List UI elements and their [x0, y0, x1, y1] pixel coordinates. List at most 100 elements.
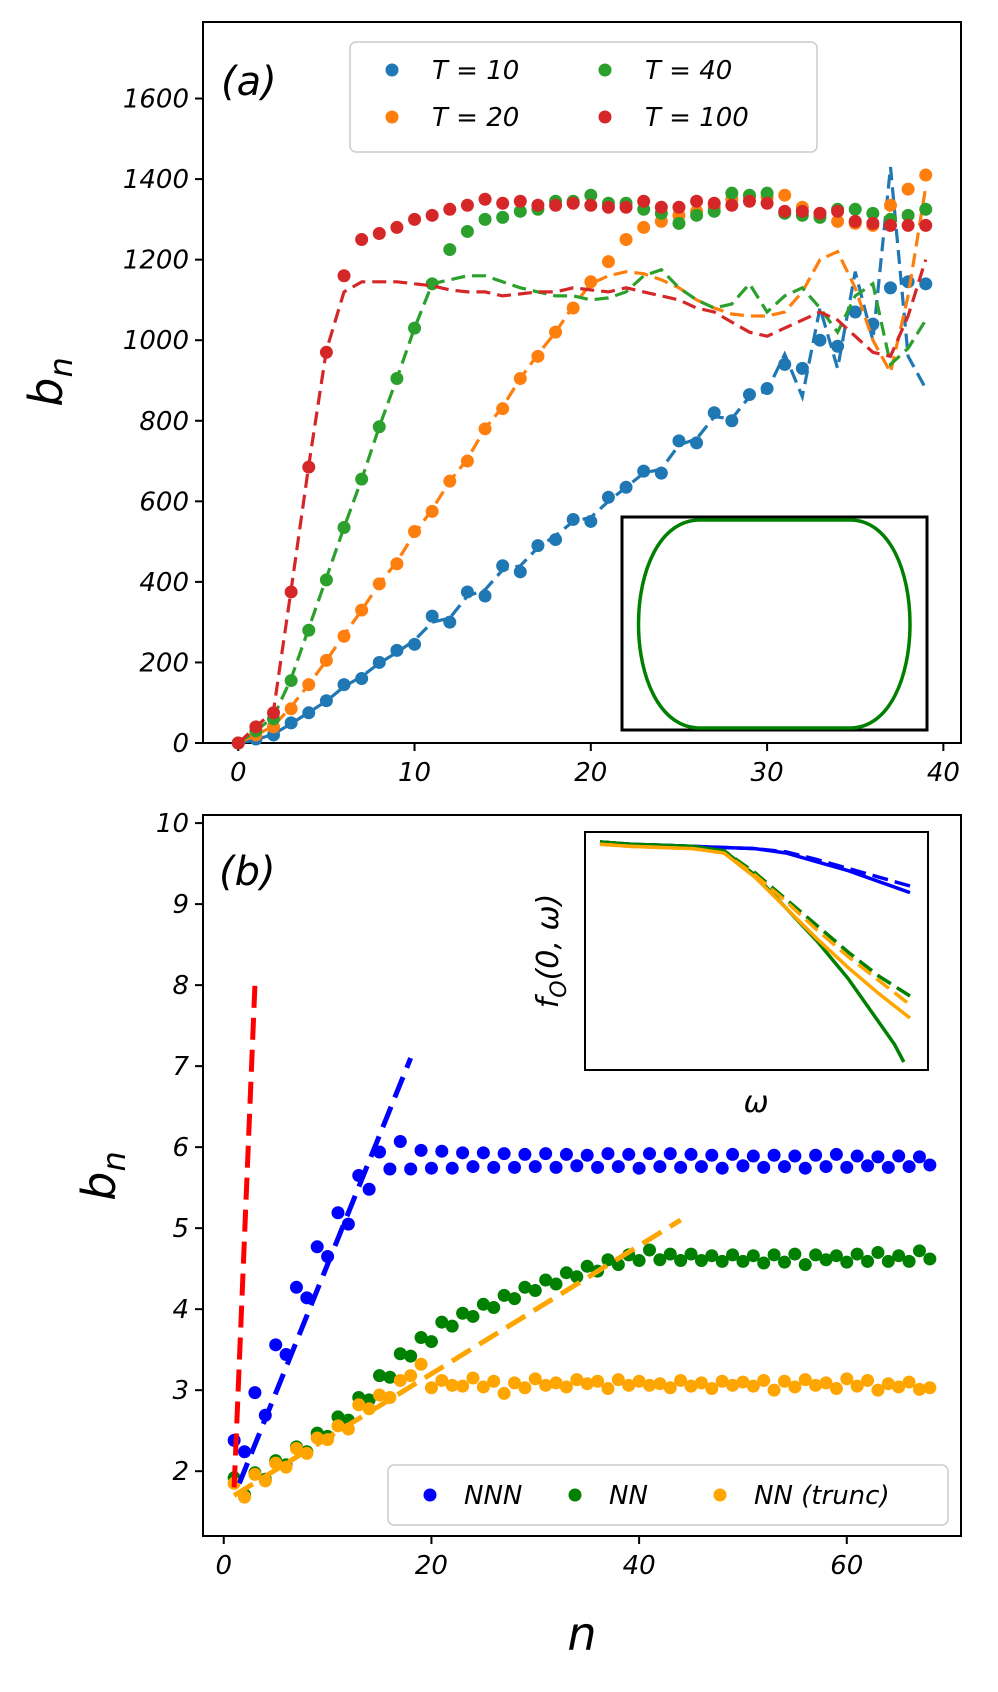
b-point-NN — [726, 1248, 740, 1262]
a-point-T40 — [319, 573, 333, 587]
a-point-T100 — [390, 220, 404, 234]
a-xtick-label: 40 — [927, 758, 960, 788]
b-point-NNN — [767, 1148, 781, 1162]
panel-a-ylabel-main: b — [19, 378, 73, 407]
a-point-T20 — [883, 198, 897, 212]
b-point-NN_trunc — [279, 1460, 293, 1474]
a-ytick-label: 600 — [139, 487, 189, 517]
a-point-T100 — [460, 198, 474, 212]
b-point-NN — [809, 1248, 823, 1262]
a-xtick-label: 30 — [751, 758, 784, 788]
b-point-NNN — [705, 1148, 719, 1162]
b-point-NNN — [611, 1160, 625, 1174]
a-point-T10 — [478, 589, 492, 603]
b-point-NN_trunc — [508, 1376, 522, 1390]
b-point-NN_trunc — [715, 1374, 729, 1388]
b-point-NNN — [902, 1160, 916, 1174]
a-point-T10 — [372, 655, 386, 669]
a-point-T10 — [883, 281, 897, 295]
b-point-NN_trunc — [591, 1374, 605, 1388]
a-point-T10 — [654, 466, 668, 480]
b-point-NN — [767, 1248, 781, 1262]
a-point-T10 — [566, 512, 580, 526]
b-point-NN — [518, 1280, 532, 1294]
b-point-NNN — [580, 1148, 594, 1162]
a-legend-value: 20 — [486, 103, 519, 133]
panel-b-inset-curves — [599, 840, 912, 1063]
panel-a-inset — [620, 515, 929, 732]
panel-b-inset-xlabel: ω — [743, 1085, 768, 1120]
b-point-NN_trunc — [798, 1373, 812, 1387]
a-legend-prefix: T = — [432, 56, 486, 86]
a-point-T20 — [549, 325, 563, 339]
a-point-T20 — [496, 402, 510, 416]
a-legend-marker — [385, 63, 399, 77]
b-point-NNN — [331, 1206, 345, 1220]
a-point-T40 — [760, 186, 774, 200]
b-point-NN — [798, 1258, 812, 1272]
a-point-T20 — [478, 422, 492, 436]
b-point-NN_trunc — [788, 1380, 802, 1394]
a-point-T10 — [584, 514, 598, 528]
a-ytick-label: 1400 — [123, 165, 189, 195]
a-point-T100 — [742, 194, 756, 208]
b-point-NNN — [736, 1159, 750, 1173]
b-point-NN — [383, 1370, 397, 1384]
a-legend-marker — [598, 110, 612, 124]
b-point-NNN — [912, 1150, 926, 1164]
b-point-NN_trunc — [331, 1419, 345, 1433]
a-legend-label: T = 100 — [645, 103, 749, 133]
a-point-T20 — [408, 525, 422, 539]
a-point-T20 — [566, 301, 580, 315]
b-point-NNN — [528, 1160, 542, 1174]
b-point-NN — [331, 1410, 345, 1424]
a-point-T10 — [831, 339, 845, 353]
b-point-NN — [476, 1297, 490, 1311]
b-point-NN_trunc — [736, 1375, 750, 1389]
a-ytick-label: 800 — [139, 407, 189, 437]
a-point-T100 — [760, 196, 774, 210]
a-ytick-label: 1000 — [123, 326, 189, 356]
b-point-NNN — [476, 1146, 490, 1160]
a-point-T20 — [584, 275, 598, 289]
a-point-T100 — [619, 200, 633, 214]
a-legend-label: T = 10 — [432, 56, 519, 86]
a-point-T40 — [919, 202, 933, 216]
b-point-NNN — [508, 1160, 522, 1174]
a-point-T100 — [883, 218, 897, 232]
a-point-T100 — [901, 218, 915, 232]
b-point-NN — [632, 1254, 646, 1268]
b-point-NN_trunc — [476, 1380, 490, 1394]
b-point-NN_trunc — [404, 1369, 418, 1383]
a-legend-prefix: T = — [432, 103, 486, 133]
b-point-NN_trunc — [705, 1382, 719, 1396]
b-point-NN — [736, 1254, 750, 1268]
b-point-NN_trunc — [424, 1381, 438, 1395]
a-legend-marker — [598, 63, 612, 77]
b-point-NNN — [642, 1147, 656, 1161]
b-point-NNN — [674, 1160, 688, 1174]
b-legend-label: NN (trunc) — [754, 1481, 890, 1511]
b-point-NN — [653, 1253, 667, 1267]
a-point-T100 — [337, 269, 351, 283]
b-point-NN_trunc — [892, 1380, 906, 1394]
panel-a-inset-frame — [620, 515, 929, 732]
b-point-NN — [881, 1254, 895, 1268]
b-point-NNN — [269, 1338, 283, 1352]
b-point-NN_trunc — [663, 1381, 677, 1395]
a-point-T100 — [813, 206, 827, 220]
a-point-T40 — [584, 188, 598, 202]
a-point-T100 — [637, 194, 651, 208]
a-ytick-label: 400 — [139, 568, 189, 598]
a-xtick-label: 10 — [398, 758, 431, 788]
b-point-NN — [580, 1259, 594, 1273]
b-point-NNN — [539, 1147, 553, 1161]
b-point-NN — [549, 1277, 563, 1291]
b-point-NNN — [601, 1147, 615, 1161]
b-point-NNN — [362, 1182, 376, 1196]
a-point-T40 — [372, 420, 386, 434]
panel-a-inset-curve — [636, 518, 912, 730]
a-point-T10 — [302, 706, 316, 720]
a-point-T40 — [408, 321, 422, 335]
a-point-T40 — [496, 210, 510, 224]
